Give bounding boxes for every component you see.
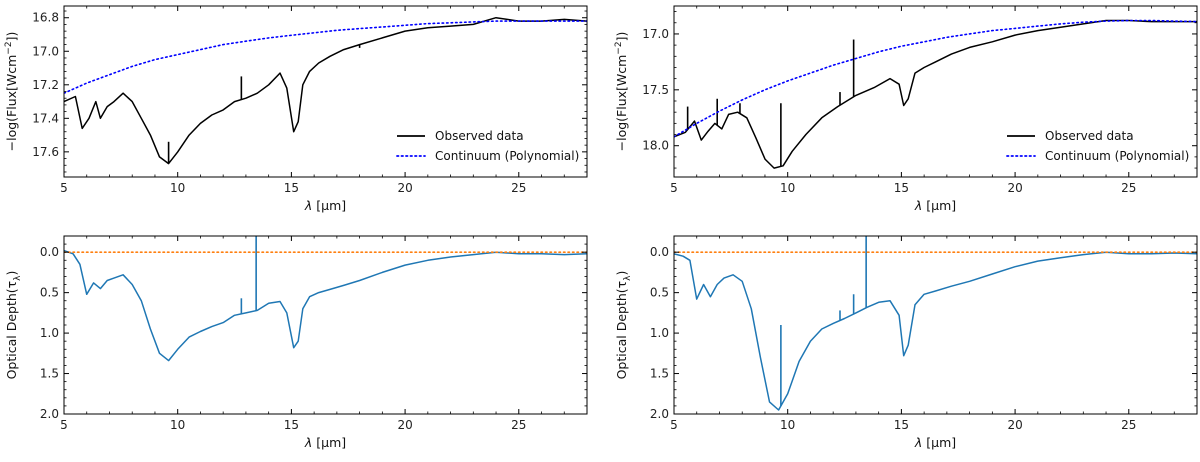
y-tick-label: 1.0 (40, 326, 59, 340)
x-tick-label: 10 (170, 418, 185, 432)
x-axis-label-symbol: λ (914, 198, 922, 213)
x-tick-label: 20 (397, 418, 412, 432)
y-tick-label: 2.0 (650, 407, 669, 421)
y-tick-label: 17.4 (32, 111, 59, 125)
x-tick-label: 10 (780, 181, 795, 195)
y-axis-label-subscript: λ (13, 275, 23, 281)
y-axis-label-close: ) (4, 271, 19, 276)
y-tick-label: 0.0 (40, 245, 59, 259)
x-axis-label-symbol: λ (304, 198, 312, 213)
x-tick-label: 20 (1007, 181, 1022, 195)
x-axis-label: λ [μm] (304, 198, 346, 213)
y-axis-label-main: Optical Depth(τ (4, 281, 19, 380)
y-axis-label-main: −log(Flux[Wcm (614, 55, 629, 152)
legend-label: Observed data (435, 129, 524, 143)
x-axis-label: λ [μm] (304, 435, 346, 450)
x-tick-label: 20 (1007, 418, 1022, 432)
y-tick-label: 1.0 (650, 326, 669, 340)
observed-data-line (64, 16, 587, 165)
y-axis-label-close: ]) (614, 32, 629, 42)
x-axis-label-symbol: λ (304, 435, 312, 450)
x-axis-label-unit: [μm] (312, 198, 346, 213)
axes-frame (63, 235, 588, 415)
y-axis-label-subscript: λ (623, 275, 633, 281)
y-tick-label: 18.0 (642, 139, 669, 153)
legend: Observed data Continuum (Polynomial) (396, 129, 579, 163)
x-tick-label: 5 (60, 418, 68, 432)
y-tick-label: 2.0 (40, 407, 59, 421)
legend-label: Continuum (Polynomial) (435, 149, 579, 163)
y-axis-label-main: −log(Flux[Wcm (4, 55, 19, 152)
x-tick-label: 10 (780, 418, 795, 432)
legend: Observed data Continuum (Polynomial) (1006, 129, 1189, 163)
optical-depth-line (674, 251, 1197, 411)
x-tick-label: 15 (894, 181, 909, 195)
y-axis-label-close: ) (614, 271, 629, 276)
x-axis-label-unit: [μm] (312, 435, 346, 450)
y-axis-label: Optical Depth(τλ) (4, 271, 23, 380)
panel-bottom-left: 5 10 15 20 25 0.0 0.5 1.0 1.5 2.0 λ [μm] Optical De… (4, 235, 588, 450)
y-tick-label: 1.5 (40, 367, 59, 381)
y-tick-label: 0.5 (650, 286, 669, 300)
x-tick-label: 10 (170, 181, 185, 195)
plot-area (64, 236, 587, 362)
x-tick-label: 25 (1121, 418, 1136, 432)
x-axis-label-unit: [μm] (922, 198, 956, 213)
x-tick-label: 5 (670, 181, 678, 195)
y-axis-label: −log(Flux[Wcm−2]) (4, 32, 19, 152)
observed-data-line (674, 19, 1197, 169)
plot-area (674, 19, 1197, 169)
x-axis-label-unit: [μm] (922, 435, 956, 450)
x-tick-label: 15 (284, 418, 299, 432)
y-tick-label: 0.5 (40, 286, 59, 300)
plot-area (64, 16, 587, 165)
y-tick-label: 1.5 (650, 367, 669, 381)
panel-top-right: 5 10 15 20 25 17.0 17.5 18.0 λ [μm] −log(Flux[Wcm… (614, 5, 1198, 213)
x-tick-label: 5 (670, 418, 678, 432)
x-axis-label-symbol: λ (914, 435, 922, 450)
y-axis-label-superscript: −2 (4, 41, 14, 54)
y-axis-label-close: ]) (4, 32, 19, 42)
x-tick-label: 20 (397, 181, 412, 195)
y-tick-label: 17.5 (642, 83, 669, 97)
legend-label: Observed data (1045, 129, 1134, 143)
y-tick-label: 17.6 (32, 145, 59, 159)
y-axis-label-superscript: −2 (614, 41, 624, 54)
plot-area (674, 236, 1197, 411)
y-axis-label: Optical Depth(τλ) (614, 271, 633, 380)
axes-frame (673, 5, 1198, 178)
x-tick-label: 5 (60, 181, 68, 195)
y-tick-label: 0.0 (650, 245, 669, 259)
optical-depth-line (64, 249, 587, 362)
continuum-line (674, 19, 1197, 138)
x-axis-label: λ [μm] (914, 198, 956, 213)
y-tick-label: 17.0 (32, 44, 59, 58)
x-axis-label: λ [μm] (914, 435, 956, 450)
legend-label: Continuum (Polynomial) (1045, 149, 1189, 163)
x-tick-label: 25 (511, 418, 526, 432)
panel-bottom-right: 5 10 15 20 25 0.0 0.5 1.0 1.5 2.0 λ [μm] Optical De… (614, 235, 1198, 450)
x-tick-label: 15 (284, 181, 299, 195)
y-tick-label: 16.8 (32, 11, 59, 25)
panel-top-left: 5 10 15 20 25 16.8 17.0 17.2 17.4 17.6 λ [μm] −log(… (4, 5, 588, 213)
y-tick-label: 17.0 (642, 27, 669, 41)
continuum-line (64, 20, 587, 94)
y-tick-label: 17.2 (32, 78, 59, 92)
x-tick-label: 25 (511, 181, 526, 195)
y-axis-label-main: Optical Depth(τ (614, 281, 629, 380)
x-tick-label: 15 (894, 418, 909, 432)
axes-frame (673, 235, 1198, 415)
y-axis-label: −log(Flux[Wcm−2]) (614, 32, 629, 152)
x-tick-label: 25 (1121, 181, 1136, 195)
